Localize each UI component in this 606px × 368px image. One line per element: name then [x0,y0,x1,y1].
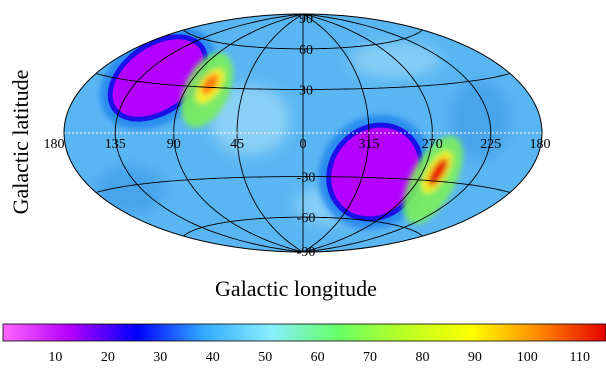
lobe-south-east [318,114,432,230]
coordinate-grid [64,13,542,253]
latitude-tick-label: 60 [299,43,313,58]
parallel-line [183,216,423,237]
latitude-tick-label: -90 [297,245,316,260]
arc-south-east [403,136,463,224]
latitude-tick-label: 30 [299,83,313,98]
sky-outline [63,13,543,253]
colorbar-tick-label: 40 [206,350,220,365]
colorbar-tick-label: 60 [311,350,325,365]
longitude-tick-label: 270 [422,137,443,152]
light-region [350,42,440,78]
parallel-line [183,29,423,50]
longitude-tick-label: 0 [300,137,307,152]
dark-region [450,80,510,160]
parallel-line [95,176,511,193]
colorbar-tick-label: 10 [48,350,62,365]
sky-map-body [64,14,542,252]
hotspot-north-west [201,73,219,95]
dark-region [95,165,165,215]
hotspot-south-east [428,158,448,186]
longitude-tick-label: 315 [358,137,379,152]
longitude-ticks: 180 135 90 45 0 315 270 225 180 [44,137,551,152]
longitude-tick-label: 90 [167,137,181,152]
colorbar-tick-label: 70 [363,350,377,365]
x-axis-label: Galactic longitude [215,276,377,301]
colorbar-tick-label: 80 [416,350,430,365]
colorbar-ticks: 10 20 30 40 50 60 70 80 90 100 110 [48,350,590,365]
latitude-tick-label: -60 [297,211,316,226]
arc-north-west [180,52,234,128]
colorbar [2,323,606,342]
colorbar-tick-label: 50 [258,350,272,365]
colorbar-tick-label: 100 [517,350,538,365]
longitude-tick-label: 225 [480,137,501,152]
longitude-tick-label: 180 [44,137,65,152]
latitude-tick-label: 90 [299,12,313,27]
colorbar-tick-label: 90 [468,350,482,365]
latitude-tick-label: -30 [297,171,316,186]
longitude-tick-label: 180 [530,137,551,152]
light-region [210,85,290,155]
lobe-core [331,127,419,217]
latitude-ticks: 90 60 30 -30 -60 -90 [297,12,316,260]
colorbar-tick-label: 110 [570,350,590,365]
colorbar-tick-label: 20 [101,350,115,365]
lobe-core [112,39,204,117]
y-axis-label: Galactic latitude [8,70,33,215]
longitude-tick-label: 45 [230,137,244,152]
parallel-line [95,73,511,90]
colorbar-tick-label: 30 [153,350,167,365]
longitude-tick-label: 135 [105,137,126,152]
